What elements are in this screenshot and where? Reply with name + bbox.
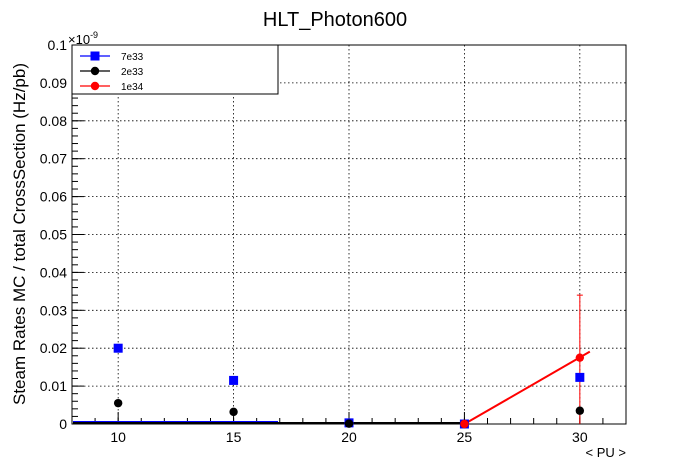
legend: 7e33 2e33 1e34 (71, 44, 279, 95)
data-point-2e33 (229, 407, 238, 417)
legend-marker (90, 51, 100, 61)
x-tick-label: 30 (572, 429, 588, 445)
x-tick-label: 25 (457, 429, 473, 445)
y-tick-label: 0.02 (40, 340, 67, 356)
x-axis: 10 15 20 25 30 (71, 412, 627, 445)
data-point-7e33 (113, 343, 123, 353)
y-tick-label: 0.08 (40, 113, 67, 129)
data-series (73, 294, 591, 429)
data-point-7e33 (575, 372, 585, 382)
y-tick-label: 0.1 (48, 37, 68, 53)
x-tick-label: 20 (341, 429, 357, 445)
legend-marker (90, 66, 100, 76)
data-point-2e33 (344, 419, 354, 428)
y-tick-label: 0 (59, 416, 67, 432)
y-tick-label: 0.09 (40, 75, 67, 91)
data-point-1e34 (460, 419, 469, 429)
series-1e34-line (463, 350, 591, 425)
x-tick-label: 15 (226, 429, 242, 445)
y-axis-label: Steam Rates MC / total CrossSection (Hz/… (10, 63, 29, 405)
legend-entry: 1e34 (121, 82, 144, 93)
y-tick-label: 0.07 (40, 151, 67, 167)
y-tick-label: 0.03 (40, 302, 67, 318)
data-point-2e33 (575, 406, 585, 415)
y-tick-label: 0.04 (40, 264, 67, 280)
legend-entry: 7e33 (121, 52, 144, 63)
x-tick-label: 10 (110, 429, 126, 445)
x-axis-label: < PU > (586, 445, 626, 460)
chart-title: HLT_Photon600 (263, 9, 407, 31)
y-tick-label: 0.06 (40, 189, 67, 205)
y-multiplier: ×10-9 (68, 30, 98, 47)
y-tick-label: 0.05 (40, 227, 67, 243)
data-point-7e33 (229, 375, 239, 385)
data-point-2e33 (113, 398, 123, 408)
data-point-1e34 (575, 353, 585, 362)
grid-lines (72, 45, 626, 424)
legend-marker (90, 81, 100, 91)
legend-box (71, 44, 279, 95)
y-axis: 0 0.01 0.02 0.03 0.04 0.05 0.06 0.07 0.08 0.09 0.1 (40, 37, 84, 432)
legend-entry: 2e33 (121, 67, 144, 78)
y-tick-label: 0.01 (40, 378, 67, 394)
